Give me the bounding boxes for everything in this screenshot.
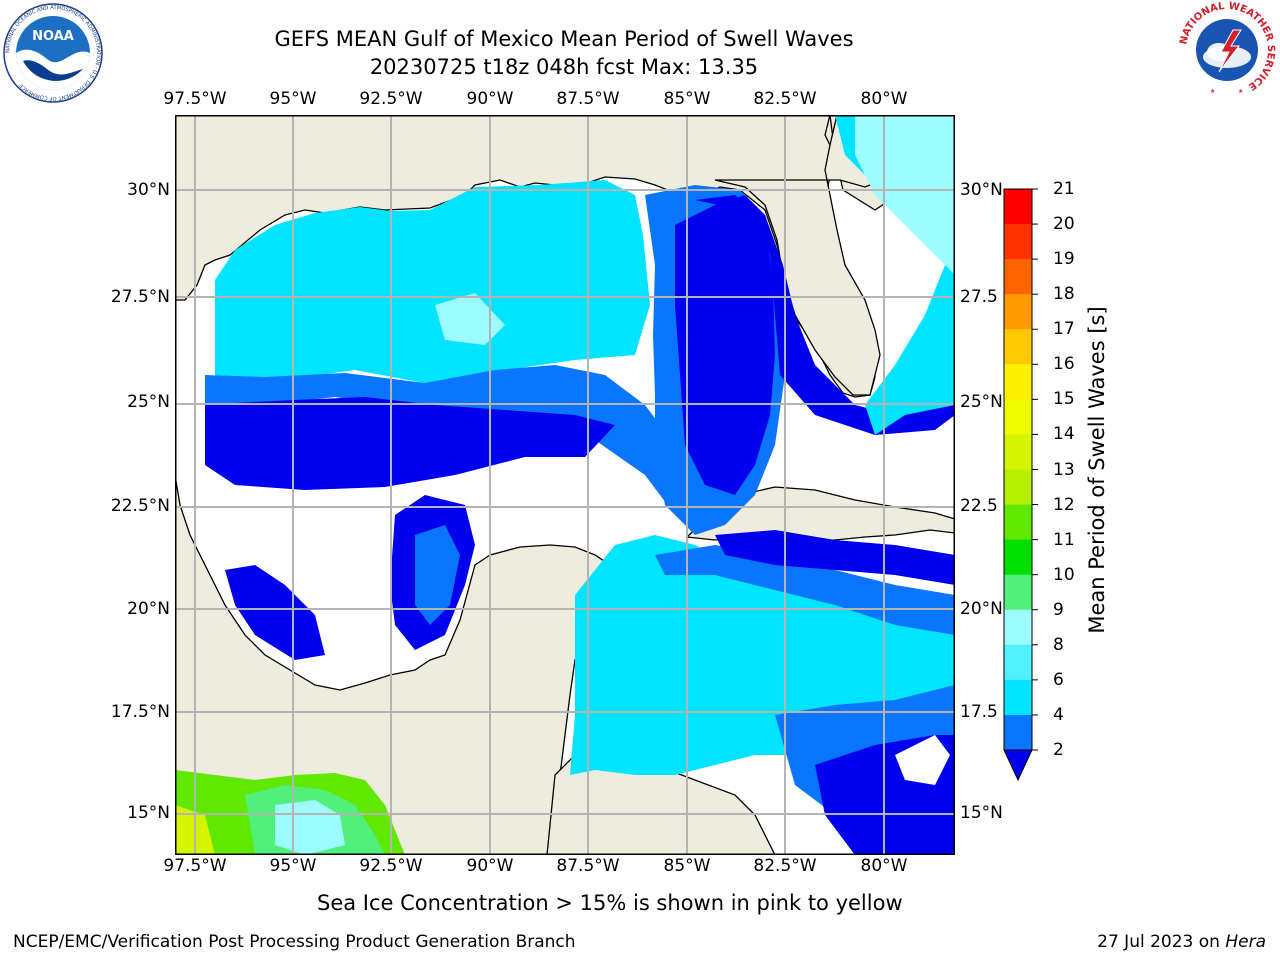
colorbar-tick-label: 15	[1053, 389, 1075, 410]
colorbar-tick-label: 10	[1053, 564, 1075, 585]
map-subtitle: 20230725 t18z 048h fcst Max: 13.35	[369, 55, 759, 79]
lon-label: 95°W	[269, 856, 317, 876]
colorbar-segment	[1004, 539, 1032, 576]
lon-label: 82.5°W	[753, 856, 817, 876]
colorbar-segment	[1004, 189, 1032, 225]
lat-label: 17.5	[960, 702, 998, 722]
colorbar-tick-label: 19	[1053, 249, 1075, 270]
lat-label: 15°N	[960, 803, 1003, 823]
colorbar-segment	[1004, 259, 1032, 295]
lat-label: 30°N	[960, 180, 1003, 200]
colorbar-tick-label: 21	[1053, 179, 1075, 199]
colorbar-tick-label: 4	[1053, 704, 1064, 725]
colorbar-segment	[1004, 294, 1032, 330]
colorbar-segment	[1004, 679, 1032, 716]
lon-label: 80°W	[860, 856, 908, 876]
lon-label: 82.5°W	[753, 89, 817, 109]
map-frame	[175, 115, 955, 855]
colorbar-segment	[1004, 609, 1032, 646]
map-plot	[175, 115, 955, 855]
lon-label: 90°W	[466, 89, 514, 109]
colorbar-tick-label: 9	[1053, 599, 1064, 620]
svg-text:NOAA: NOAA	[32, 29, 74, 44]
star-icon: ★	[1238, 88, 1243, 95]
colorbar-extension	[1003, 749, 1033, 782]
lon-label: 97.5°W	[163, 856, 227, 876]
lat-label: 25°N	[960, 392, 1003, 412]
colorbar-segment	[1004, 469, 1032, 506]
colorbar-tick-label: 2	[1053, 740, 1064, 760]
colorbar-segment	[1004, 364, 1032, 400]
graticule	[175, 115, 955, 855]
colorbar-tick-label: 6	[1053, 669, 1064, 690]
colorbar-segment	[1004, 504, 1032, 541]
lon-label: 87.5°W	[556, 856, 620, 876]
colorbar	[1003, 188, 1038, 782]
colorbar-tick-label: 11	[1053, 529, 1075, 550]
colorbar-segment	[1004, 574, 1032, 611]
colorbar-tick-label: 13	[1053, 459, 1075, 480]
lon-label: 80°W	[860, 89, 908, 109]
nws-logo: NATIONAL WEATHER SERVICE ★ ★	[1178, 1, 1276, 98]
colorbar-tick-label: 18	[1053, 284, 1075, 305]
colorbar-segment	[1004, 714, 1032, 751]
lat-label: 27.5°N	[110, 287, 170, 307]
lon-label: 90°W	[466, 856, 514, 876]
star-icon: ★	[1210, 88, 1215, 95]
lon-label: 97.5°W	[163, 89, 227, 109]
lat-label: 20°N	[127, 599, 170, 619]
colorbar-title: Mean Period of Swell Waves [s]	[1085, 306, 1109, 634]
land-central-america	[546, 754, 776, 855]
lat-label: 30°N	[127, 180, 170, 200]
lat-label: 22.5°N	[110, 496, 170, 516]
credit-left: NCEP/EMC/Verification Post Processing Pr…	[13, 932, 576, 952]
colorbar-tick-label: 12	[1053, 494, 1075, 515]
lon-label: 92.5°W	[359, 856, 423, 876]
lon-label: 87.5°W	[556, 89, 620, 109]
lat-label: 25°N	[127, 392, 170, 412]
lat-label: 22.5	[960, 496, 998, 516]
lat-label: 17.5°N	[110, 702, 170, 722]
colorbar-segment	[1004, 224, 1032, 260]
lon-label: 85°W	[663, 89, 711, 109]
colorbar-tick-label: 14	[1053, 424, 1075, 445]
colorbar-segment	[1004, 434, 1032, 470]
credit-host: Hera	[1225, 932, 1266, 952]
lon-label: 85°W	[663, 856, 711, 876]
colorbar-segment	[1004, 399, 1032, 435]
noaa-logo: NATIONAL OCEANIC AND ATMOSPHERIC ADMINIS…	[3, 3, 103, 103]
map-title: GEFS MEAN Gulf of Mexico Mean Period of …	[274, 27, 854, 51]
lat-label: 27.5	[960, 287, 998, 307]
lon-label: 92.5°W	[359, 89, 423, 109]
colorbar-tick-label: 17	[1053, 319, 1075, 340]
credit-date: 27 Jul 2023 on	[1097, 932, 1226, 952]
colorbar-segment	[1004, 329, 1032, 365]
lat-label: 15°N	[127, 803, 170, 823]
lat-label: 20°N	[960, 599, 1003, 619]
colorbar-tick-label: 16	[1053, 354, 1075, 375]
colorbar-tick-label: 20	[1053, 214, 1075, 235]
sea-ice-note: Sea Ice Concentration > 15% is shown in …	[317, 891, 903, 915]
colorbar-tick-label: 8	[1053, 634, 1064, 655]
credit-right: 27 Jul 2023 on Hera	[1097, 932, 1266, 952]
lon-label: 95°W	[269, 89, 317, 109]
colorbar-segment	[1004, 644, 1032, 681]
land-mexico	[175, 474, 621, 855]
